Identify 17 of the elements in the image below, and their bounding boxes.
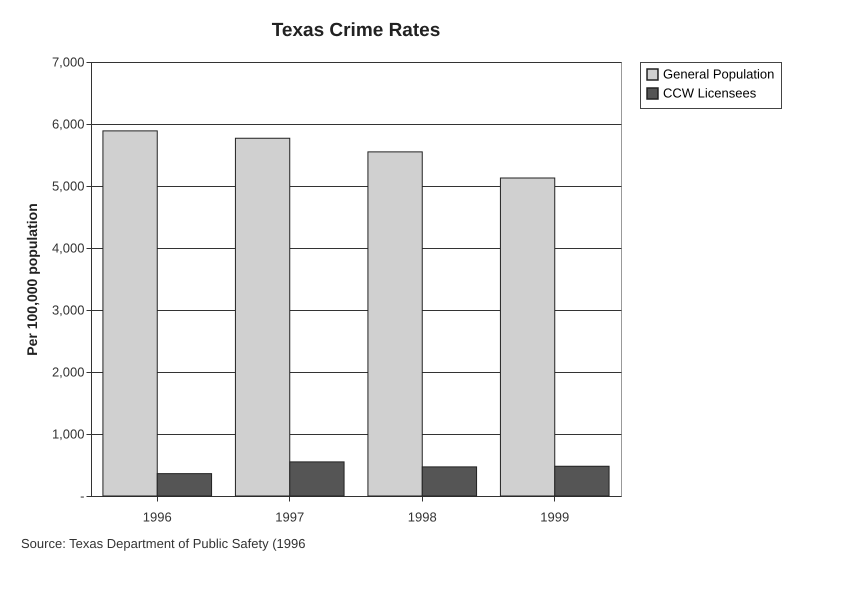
chart-title: Texas Crime Rates <box>272 20 440 41</box>
x-tick-label: 1997 <box>275 510 304 524</box>
y-tick-label: - <box>80 488 84 504</box>
y-tick-label: 5,000 <box>52 178 84 194</box>
y-tick-label: 2,000 <box>52 364 84 380</box>
source-note: Source: Texas Department of Public Safety (1996 <box>21 536 306 551</box>
y-tick-label: 7,000 <box>52 54 84 70</box>
legend-label: CCW Licensees <box>663 86 757 100</box>
legend-label: General Population <box>663 66 774 82</box>
y-tick-label: 1,000 <box>52 426 84 442</box>
y-tick-label: 4,000 <box>52 240 84 256</box>
x-tick-label: 1998 <box>408 510 437 524</box>
x-tick-label: 1996 <box>142 510 172 524</box>
y-tick-label: 3,000 <box>52 302 84 318</box>
y-axis-title: Per 100,000 population <box>24 203 40 356</box>
x-tick-label: 1999 <box>540 510 570 524</box>
y-tick-label: 6,000 <box>52 116 84 132</box>
